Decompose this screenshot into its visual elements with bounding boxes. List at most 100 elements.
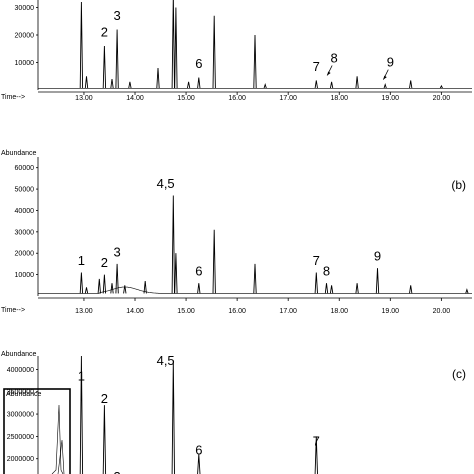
- x-tick-label: 17.00: [279, 95, 297, 102]
- x-tick-label: 19.00: [382, 308, 400, 315]
- peak-mark: [110, 283, 114, 294]
- x-tick-label: 15.00: [177, 95, 195, 102]
- peak-label: 7: [313, 253, 320, 268]
- y-tick-label: 40000: [15, 208, 35, 215]
- peak-label: 6: [195, 264, 202, 279]
- peak-mark: [84, 287, 89, 294]
- y-tick-label: 20000: [15, 33, 35, 40]
- x-tick-label: 13.00: [75, 95, 93, 102]
- panel-c: 2000000 2500000 3000000 3500000 4000000 Abund…: [1, 351, 466, 474]
- peak-label: 2: [101, 255, 108, 270]
- peak-mark: [253, 34, 257, 89]
- peak-mark: [197, 283, 201, 294]
- peak-label: 2: [101, 24, 108, 39]
- peak-mark: [409, 80, 413, 89]
- peak-label: 9: [374, 249, 381, 264]
- peak-mark: [79, 272, 84, 294]
- x-tick-label: 14.00: [126, 308, 144, 315]
- peak-mark: [174, 7, 178, 89]
- peak-mark: [212, 229, 216, 294]
- peak-mark: [143, 280, 147, 294]
- peak-mark: [102, 45, 107, 89]
- y-tick-label: 4000000: [7, 367, 34, 374]
- peak-mark: [329, 81, 334, 89]
- inset-frame: [3, 388, 71, 474]
- peak-mark: [314, 272, 318, 294]
- peak-label: 1: [78, 369, 85, 384]
- peak-mark: [102, 405, 107, 474]
- peak-mark: [197, 454, 201, 474]
- peak-label: 4,5: [157, 353, 175, 368]
- peak-mark: [186, 81, 191, 89]
- x-tick-label: 20.00: [433, 308, 451, 315]
- peak-mark: [212, 15, 216, 89]
- peak-mark: [465, 288, 469, 294]
- peak-mark: [84, 76, 89, 89]
- peak-mark: [115, 263, 119, 294]
- x-tick-label: 16.00: [228, 95, 246, 102]
- y-tick-label: 2500000: [7, 434, 34, 441]
- peak-label: 1: [78, 253, 85, 268]
- peak-mark: [314, 80, 318, 89]
- peak-label: 2: [101, 391, 108, 406]
- peak-label: 7: [313, 59, 320, 74]
- peak-mark: [355, 283, 359, 294]
- peak-mark: [110, 78, 114, 89]
- arrow-head: [327, 71, 331, 76]
- peak-mark: [324, 283, 329, 294]
- x-tick-label: 16.00: [228, 308, 246, 315]
- peak-label: 7: [313, 433, 320, 448]
- inset-y-title: Abundance: [6, 391, 42, 398]
- peak-mark: [329, 285, 334, 294]
- y-tick-label: 10000: [15, 272, 35, 279]
- y-tick-label: 30000: [15, 5, 35, 12]
- panel-tag: (c): [452, 367, 466, 381]
- y-tick-label: 20000: [15, 251, 35, 258]
- peak-mark: [375, 268, 380, 294]
- peak-mark: [171, 195, 175, 294]
- x-tick-label: 18.00: [330, 308, 348, 315]
- x-axis-title: Time-->: [1, 307, 25, 314]
- peak-label: 3: [114, 8, 121, 23]
- x-tick-label: 15.00: [177, 308, 195, 315]
- peak-mark: [97, 278, 101, 294]
- peak-mark: [79, 1, 84, 89]
- peak-mark: [156, 67, 160, 89]
- peak-label: 6: [195, 56, 202, 71]
- peak-mark: [263, 82, 267, 89]
- peak-mark: [171, 360, 175, 474]
- y-tick-label: 60000: [15, 165, 35, 172]
- peak-mark: [355, 76, 359, 89]
- panel-b: 10000 20000 30000 40000 50000 60000 Abundance 1…: [1, 150, 472, 315]
- x-axis-title: Time-->: [1, 94, 25, 101]
- panel-a: 10000 20000 30000 13.00 14.00 15.00 16.00 17.00…: [1, 0, 472, 102]
- y-tick-label: 3000000: [7, 412, 34, 419]
- peak-mark: [102, 274, 107, 294]
- x-tick-label: 20.00: [433, 95, 451, 102]
- arrow-head: [383, 75, 387, 80]
- peak-mark: [439, 84, 444, 89]
- x-tick-label: 14.00: [126, 95, 144, 102]
- peak-label: 3: [114, 244, 121, 259]
- peak-mark: [115, 29, 119, 89]
- x-tick-label: 19.00: [382, 95, 400, 102]
- peak-mark: [174, 253, 178, 294]
- y-axis-title: Abundance: [1, 351, 37, 358]
- peak-mark: [128, 81, 132, 89]
- y-axis-title: Abundance: [1, 150, 37, 157]
- peak-label: 3: [114, 469, 121, 474]
- peak-mark: [171, 0, 175, 89]
- y-tick-label: 30000: [15, 229, 35, 236]
- peak-label: 4,5: [157, 176, 175, 191]
- y-tick-label: 10000: [15, 60, 35, 67]
- y-tick-label: 50000: [15, 187, 35, 194]
- y-tick-label: 2000000: [7, 456, 34, 463]
- y-tick-label: 3500000: [7, 389, 34, 396]
- peak-label: 6: [195, 442, 202, 457]
- x-tick-label: 18.00: [330, 95, 348, 102]
- peak-mark: [314, 436, 318, 474]
- peak-label: 8: [331, 51, 338, 66]
- peak-label: 8: [323, 264, 330, 279]
- inset-peak: [57, 439, 65, 474]
